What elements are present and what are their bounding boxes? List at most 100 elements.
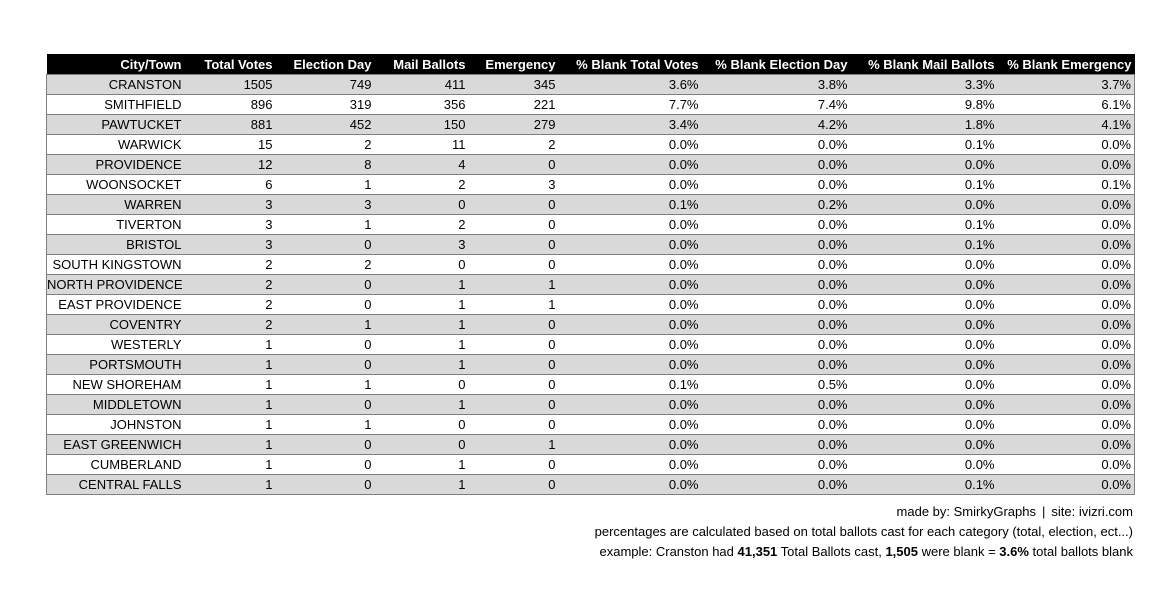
- example-prefix: example: Cranston had: [599, 544, 738, 559]
- value-cell: 1: [184, 454, 276, 475]
- column-header: % Blank Emergency: [997, 54, 1135, 75]
- value-cell: 1: [374, 294, 469, 315]
- value-cell: 0: [275, 434, 375, 455]
- value-cell: 0.0%: [558, 354, 702, 375]
- value-cell: 0: [468, 334, 559, 355]
- credit-separator: |: [1041, 504, 1046, 519]
- city-name-cell: CENTRAL FALLS: [46, 474, 185, 495]
- value-cell: 0: [374, 254, 469, 275]
- value-cell: 0.0%: [701, 454, 851, 475]
- value-cell: 3: [468, 174, 559, 195]
- method-note: percentages are calculated based on tota…: [594, 524, 1133, 539]
- column-header: Total Votes: [184, 54, 276, 75]
- value-cell: 2: [468, 134, 559, 155]
- value-cell: 2: [374, 214, 469, 235]
- value-cell: 0.0%: [850, 354, 998, 375]
- example-mid2: were blank =: [917, 544, 1000, 559]
- value-cell: 4.1%: [997, 114, 1135, 135]
- value-cell: 0.0%: [997, 334, 1135, 355]
- value-cell: 4.2%: [701, 114, 851, 135]
- value-cell: 0.0%: [997, 234, 1135, 255]
- value-cell: 150: [374, 114, 469, 135]
- city-name-cell: WOONSOCKET: [46, 174, 185, 195]
- value-cell: 0.0%: [701, 294, 851, 315]
- value-cell: 3: [184, 194, 276, 215]
- value-cell: 0.0%: [701, 274, 851, 295]
- value-cell: 0.0%: [558, 314, 702, 335]
- value-cell: 1: [275, 374, 375, 395]
- value-cell: 0.0%: [558, 214, 702, 235]
- value-cell: 0.0%: [997, 454, 1135, 475]
- value-cell: 221: [468, 94, 559, 115]
- example-note: example: Cranston had 41,351 Total Ballo…: [595, 542, 1133, 562]
- footnotes: made by: SmirkyGraphs | site: ivizri.com p…: [595, 502, 1133, 562]
- table-row: CUMBERLAND 1 0 1 0 0.0% 0.0% 0.0% 0.0%: [46, 454, 1135, 475]
- value-cell: 9.8%: [850, 94, 998, 115]
- value-cell: 0.0%: [558, 334, 702, 355]
- city-name-cell: SMITHFIELD: [46, 94, 185, 115]
- value-cell: 0.1%: [558, 374, 702, 395]
- value-cell: 0: [275, 354, 375, 375]
- value-cell: 0.0%: [997, 354, 1135, 375]
- value-cell: 0.0%: [997, 394, 1135, 415]
- value-cell: 1: [184, 434, 276, 455]
- column-header: Mail Ballots: [374, 54, 469, 75]
- value-cell: 1.8%: [850, 114, 998, 135]
- table-row: SMITHFIELD 896 319 356 221 7.7% 7.4% 9.8% 6.1%: [46, 94, 1135, 115]
- example-mid: Total Ballots cast,: [777, 544, 886, 559]
- value-cell: 0: [275, 294, 375, 315]
- value-cell: 0: [468, 214, 559, 235]
- city-name-cell: PROVIDENCE: [46, 154, 185, 175]
- city-name-cell: WARWICK: [46, 134, 185, 155]
- value-cell: 0.0%: [997, 314, 1135, 335]
- value-cell: 2: [184, 294, 276, 315]
- city-name-cell: WESTERLY: [46, 334, 185, 355]
- table-row: CRANSTON 1505 749 411 345 3.6% 3.8% 3.3% 3.7%: [46, 74, 1135, 95]
- table-row: WARREN 3 3 0 0 0.1% 0.2% 0.0% 0.0%: [46, 194, 1135, 215]
- value-cell: 0: [468, 474, 559, 495]
- example-total-ballots: 41,351: [737, 544, 778, 559]
- city-name-cell: SOUTH KINGSTOWN: [46, 254, 185, 275]
- value-cell: 0: [374, 414, 469, 435]
- column-header: % Blank Mail Ballots: [850, 54, 998, 75]
- value-cell: 1: [468, 274, 559, 295]
- value-cell: 0.0%: [997, 414, 1135, 435]
- value-cell: 2: [184, 274, 276, 295]
- value-cell: 0.0%: [558, 414, 702, 435]
- city-name-cell: NEW SHOREHAM: [46, 374, 185, 395]
- value-cell: 749: [275, 74, 375, 95]
- value-cell: 0: [374, 194, 469, 215]
- table-header: City/Town Total Votes Election Day Mail Bal…: [46, 54, 1135, 75]
- value-cell: 0.0%: [701, 414, 851, 435]
- value-cell: 0.1%: [850, 214, 998, 235]
- value-cell: 1: [275, 174, 375, 195]
- value-cell: 0.0%: [997, 434, 1135, 455]
- value-cell: 0.0%: [558, 134, 702, 155]
- value-cell: 0.0%: [558, 294, 702, 315]
- value-cell: 0.0%: [997, 274, 1135, 295]
- value-cell: 0.0%: [701, 394, 851, 415]
- value-cell: 452: [275, 114, 375, 135]
- column-header: City/Town: [46, 54, 185, 75]
- value-cell: 0.0%: [997, 134, 1135, 155]
- table-row: MIDDLETOWN 1 0 1 0 0.0% 0.0% 0.0% 0.0%: [46, 394, 1135, 415]
- value-cell: 0.0%: [997, 214, 1135, 235]
- table-row: PROVIDENCE 12 8 4 0 0.0% 0.0% 0.0% 0.0%: [46, 154, 1135, 175]
- value-cell: 0: [468, 314, 559, 335]
- value-cell: 1: [184, 474, 276, 495]
- column-header: % Blank Total Votes: [558, 54, 702, 75]
- table-row: PORTSMOUTH 1 0 1 0 0.0% 0.0% 0.0% 0.0%: [46, 354, 1135, 375]
- value-cell: 1: [374, 334, 469, 355]
- column-header: Emergency: [468, 54, 559, 75]
- city-name-cell: CUMBERLAND: [46, 454, 185, 475]
- value-cell: 0.1%: [850, 234, 998, 255]
- example-pct: 3.6%: [999, 544, 1029, 559]
- value-cell: 0.0%: [701, 334, 851, 355]
- value-cell: 0.0%: [558, 254, 702, 275]
- value-cell: 1: [275, 314, 375, 335]
- value-cell: 0: [374, 374, 469, 395]
- value-cell: 0.5%: [701, 374, 851, 395]
- value-cell: 0: [468, 234, 559, 255]
- value-cell: 0.0%: [850, 454, 998, 475]
- value-cell: 1: [468, 294, 559, 315]
